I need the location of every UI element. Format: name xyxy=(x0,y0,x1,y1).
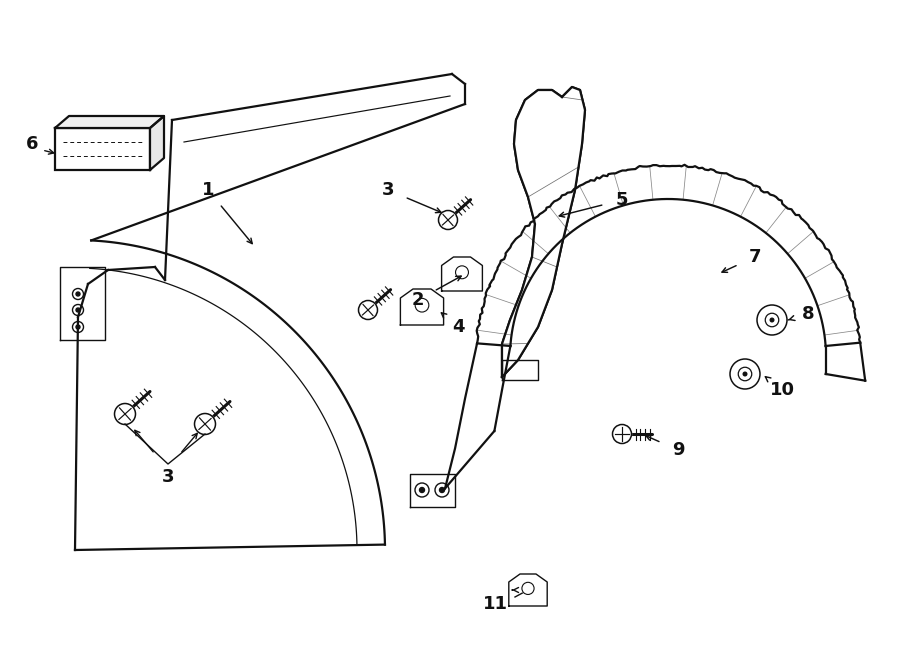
Text: 9: 9 xyxy=(671,441,684,459)
Circle shape xyxy=(114,404,136,424)
Circle shape xyxy=(730,359,760,389)
Text: 10: 10 xyxy=(770,381,795,399)
Text: 11: 11 xyxy=(482,595,508,613)
Circle shape xyxy=(439,487,445,493)
Circle shape xyxy=(419,487,425,493)
Polygon shape xyxy=(150,116,164,170)
Circle shape xyxy=(76,325,80,329)
Circle shape xyxy=(438,211,457,230)
Circle shape xyxy=(455,266,469,279)
Text: 6: 6 xyxy=(26,135,39,153)
Circle shape xyxy=(613,424,632,444)
Polygon shape xyxy=(55,116,164,128)
Circle shape xyxy=(757,305,787,335)
Text: 1: 1 xyxy=(202,181,214,199)
Text: 3: 3 xyxy=(162,468,175,486)
Circle shape xyxy=(522,583,534,594)
Circle shape xyxy=(358,301,377,320)
Circle shape xyxy=(76,308,80,312)
Circle shape xyxy=(194,414,215,434)
Circle shape xyxy=(770,318,774,322)
Circle shape xyxy=(743,372,747,376)
Text: 3: 3 xyxy=(382,181,394,199)
Polygon shape xyxy=(502,87,585,377)
Text: 5: 5 xyxy=(616,191,628,209)
Text: 7: 7 xyxy=(749,248,761,266)
Circle shape xyxy=(76,292,80,296)
Text: 8: 8 xyxy=(802,305,814,323)
Circle shape xyxy=(415,299,428,312)
FancyBboxPatch shape xyxy=(55,128,150,170)
Circle shape xyxy=(738,367,752,381)
Text: 2: 2 xyxy=(412,291,424,309)
Circle shape xyxy=(765,313,778,327)
Text: 4: 4 xyxy=(452,318,464,336)
